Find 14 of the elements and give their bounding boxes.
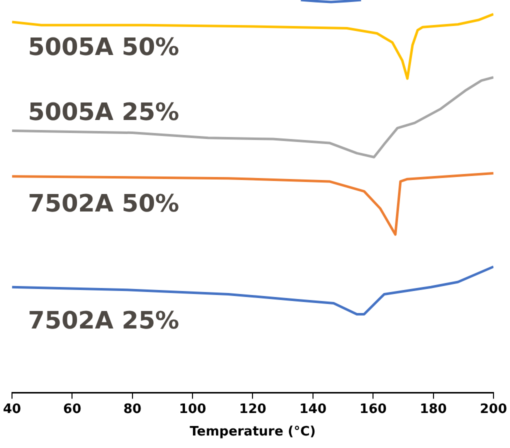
x-tick-label: 160 — [360, 402, 387, 417]
series-label: 5005A 50% — [28, 33, 180, 62]
x-tick-label: 80 — [123, 402, 142, 417]
x-tick-label: 200 — [480, 402, 507, 417]
x-tick-label: 120 — [239, 402, 266, 417]
x-tick-label: 180 — [420, 402, 447, 417]
x-tick-label: 100 — [178, 402, 206, 417]
x-tick-label: 40 — [3, 402, 22, 417]
series-label: 7502A 25% — [28, 306, 180, 334]
x-tick-label: 60 — [63, 402, 82, 417]
x-tick-label: 140 — [299, 402, 326, 417]
series-label: 7502A 50% — [28, 190, 180, 218]
series-label: 5005A 25% — [28, 98, 180, 126]
x-axis-title: Temperature (°C) — [190, 424, 316, 440]
